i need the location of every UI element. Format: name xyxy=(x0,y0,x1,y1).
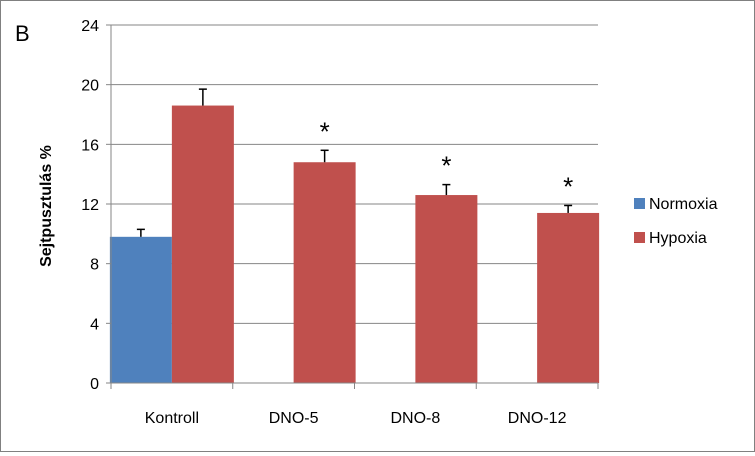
significance-marker: * xyxy=(563,171,573,201)
y-tick-label: 20 xyxy=(81,78,99,95)
y-tick-label: 16 xyxy=(81,137,99,154)
y-tick-label: 4 xyxy=(90,316,99,333)
legend-swatch-hypoxia xyxy=(634,232,645,243)
significance-marker: * xyxy=(320,116,330,146)
bars xyxy=(109,88,600,384)
y-tick-label: 8 xyxy=(90,257,99,274)
labels: 0 4 8 12 16 20 24 Kontroll * DNO-5 * DNO-8 * DNO-12 xyxy=(81,18,573,427)
y-axis-label: Sejtpusztulás % xyxy=(38,145,55,267)
panel-label: B xyxy=(15,21,30,46)
x-category-label: DNO-12 xyxy=(508,410,567,427)
y-tick-label: 12 xyxy=(81,197,99,214)
legend-label-normoxia: Normoxia xyxy=(649,196,718,213)
y-tick-label: 24 xyxy=(81,18,99,35)
legend-label-hypoxia: Hypoxia xyxy=(649,230,707,247)
significance-marker: * xyxy=(441,151,451,181)
bar-hypoxia-dno-12 xyxy=(537,212,600,383)
axes xyxy=(106,24,599,389)
x-category-label: DNO-5 xyxy=(269,410,319,427)
x-category-label: Kontroll xyxy=(145,410,199,427)
legend-swatch-normoxia xyxy=(634,198,645,209)
bar-hypoxia-kontroll xyxy=(171,105,234,384)
legend: Normoxia Hypoxia xyxy=(634,196,718,247)
bar-hypoxia-dno-5 xyxy=(293,162,356,383)
bar-normoxia-kontroll xyxy=(109,236,172,383)
x-category-label: DNO-8 xyxy=(390,410,440,427)
y-tick-label: 0 xyxy=(90,376,99,393)
bar-hypoxia-dno-8 xyxy=(415,195,478,383)
